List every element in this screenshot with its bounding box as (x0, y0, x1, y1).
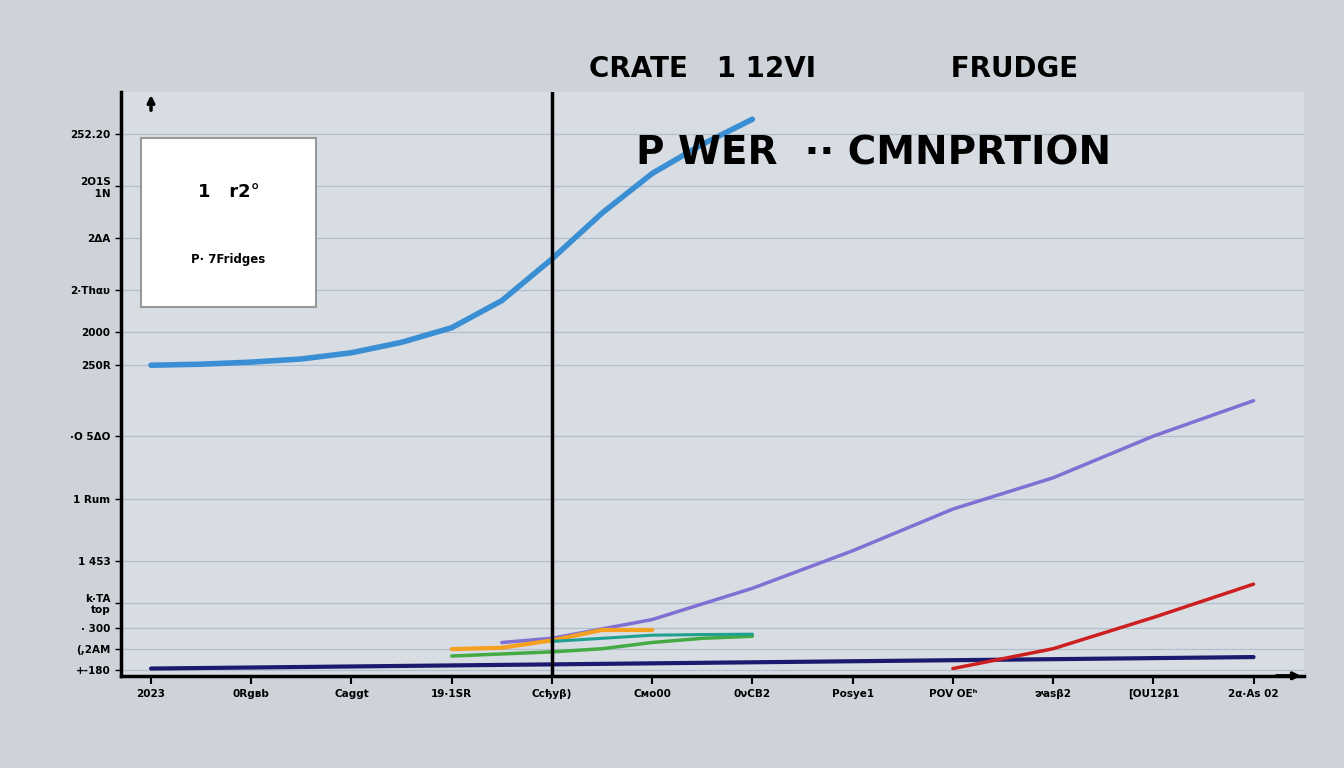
Text: P⋅ 7Fridges: P⋅ 7Fridges (191, 253, 266, 266)
Text: 1   r2°: 1 r2° (198, 184, 259, 201)
Text: CRATE   1 12VI              FRUDGE: CRATE 1 12VI FRUDGE (589, 55, 1078, 83)
Text: P WER  ·· CMNPRTION: P WER ·· CMNPRTION (636, 134, 1111, 173)
